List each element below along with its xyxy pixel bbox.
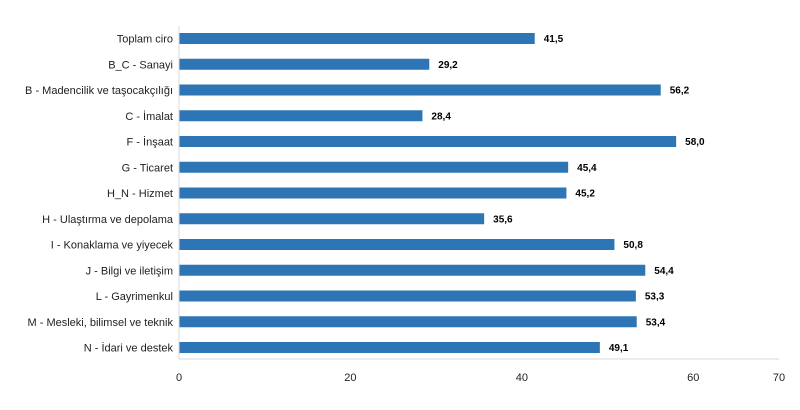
category-label: G - Ticaret bbox=[122, 162, 173, 174]
value-labels: 41,5 29,2 56,2 28,4 58,0 45,4 45,2 35,6 50,8 54,4… bbox=[431, 34, 705, 354]
category-label: N - İdari ve destek bbox=[84, 342, 174, 355]
category-label: I - Konaklama ve yiyecek bbox=[51, 240, 174, 252]
bar bbox=[179, 33, 535, 44]
bar bbox=[179, 161, 569, 173]
data-label: 28,4 bbox=[431, 111, 451, 122]
category-label: B_C - Sanayi bbox=[108, 59, 173, 71]
category-label: M - Mesleki, bilimsel ve teknik bbox=[28, 317, 174, 329]
category-label: H - Ulaştırma ve depolama bbox=[42, 214, 174, 226]
x-tick-label: 70 bbox=[773, 372, 785, 384]
data-label: 56,2 bbox=[670, 86, 690, 97]
data-label: 58,0 bbox=[685, 137, 705, 148]
data-label: 45,4 bbox=[577, 163, 597, 174]
bar bbox=[179, 58, 430, 70]
data-label: 35,6 bbox=[493, 214, 513, 225]
x-tick-label: 20 bbox=[344, 372, 356, 384]
bar bbox=[179, 84, 661, 96]
data-label: 45,2 bbox=[575, 189, 595, 200]
category-label: B - Madencilik ve taşocakçılığı bbox=[25, 85, 173, 97]
bar bbox=[179, 213, 485, 225]
bar bbox=[179, 110, 423, 122]
bars-group bbox=[179, 33, 677, 353]
category-label: C - İmalat bbox=[125, 110, 173, 123]
x-tick-label: 0 bbox=[176, 372, 182, 384]
x-tick-label: 40 bbox=[516, 372, 528, 384]
category-label: H_N - Hizmet bbox=[107, 188, 173, 200]
data-label: 53,4 bbox=[646, 317, 666, 328]
x-tick-label: 60 bbox=[687, 372, 699, 384]
category-label: J - Bilgi ve iletişim bbox=[86, 265, 173, 277]
category-label: Toplam ciro bbox=[117, 34, 173, 46]
bar bbox=[179, 187, 567, 199]
data-label: 29,2 bbox=[438, 60, 458, 71]
data-label: 53,3 bbox=[645, 292, 665, 303]
x-axis-ticks: 0 20 40 60 70 bbox=[176, 372, 785, 384]
data-label: 54,4 bbox=[654, 266, 674, 277]
bar bbox=[179, 239, 615, 250]
category-label: F - İnşaat bbox=[127, 136, 173, 149]
category-labels: Toplam ciro B_C - Sanayi B - Madencilik ve… bbox=[25, 34, 174, 355]
bar bbox=[179, 136, 677, 147]
bar bbox=[179, 342, 600, 353]
data-label: 41,5 bbox=[544, 34, 564, 45]
data-label: 50,8 bbox=[623, 240, 643, 251]
data-label: 49,1 bbox=[609, 343, 629, 354]
bar bbox=[179, 290, 636, 302]
bar bbox=[179, 316, 637, 328]
bar bbox=[179, 264, 646, 276]
category-label: L - Gayrimenkul bbox=[96, 291, 173, 303]
